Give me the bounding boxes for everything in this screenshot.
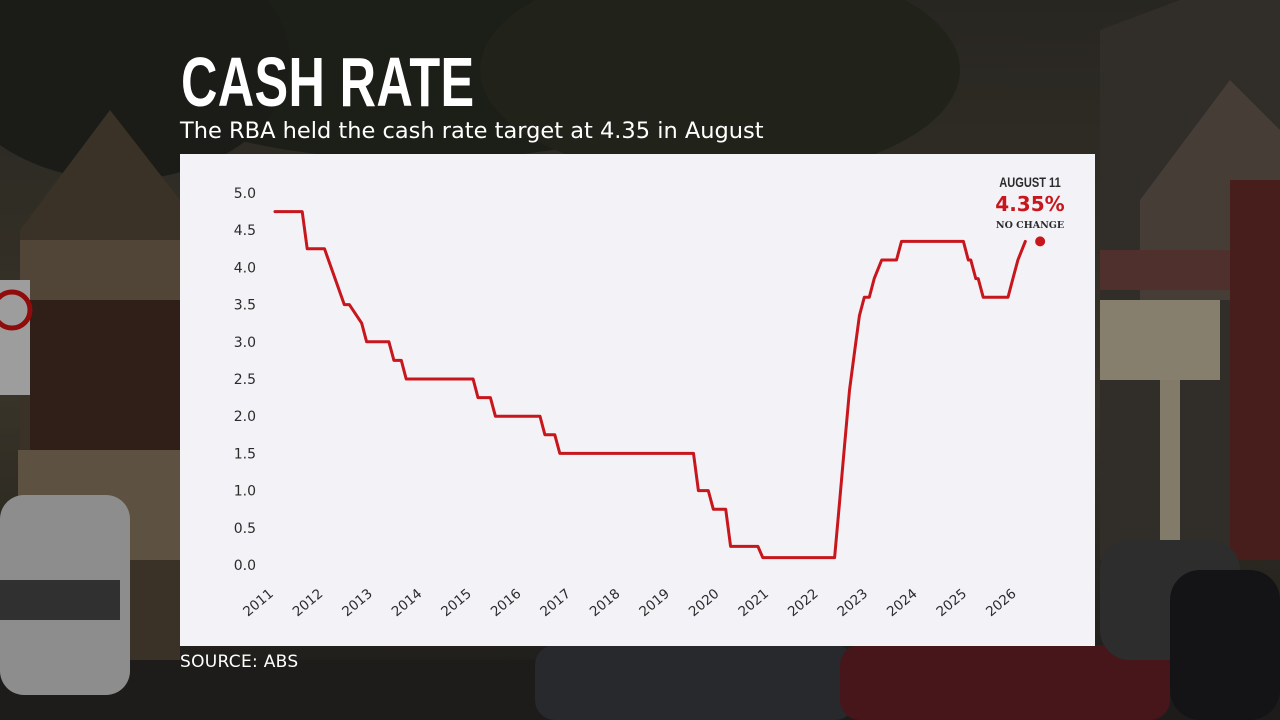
- y-tick-label: 1.0: [234, 484, 256, 500]
- x-tick-label: 2025: [933, 586, 970, 620]
- x-tick-label: 2014: [389, 586, 426, 620]
- x-tick-label: 2017: [537, 586, 574, 620]
- y-tick-label: 0.0: [234, 558, 256, 574]
- x-tick-label: 2015: [438, 586, 475, 620]
- x-tick-label: 2024: [884, 586, 921, 620]
- x-tick-label: 2011: [240, 586, 277, 620]
- x-tick-label: 2022: [785, 586, 822, 620]
- latest-point-marker: [1035, 236, 1046, 247]
- chart-card: 0.0 0.5 1.0 1.5 2.0 2.5 3.0 3.5 4.0 4.5 5.0 2011 20…: [180, 154, 1095, 646]
- x-axis: 2011 2012 2013 2014 2015 2016 2017 2018 2019 2020…: [240, 586, 1019, 620]
- x-tick-label: 2020: [686, 586, 723, 620]
- latest-callout: AUGUST 11 4.35% NO CHANGE: [995, 175, 1064, 231]
- y-axis: 0.0 0.5 1.0 1.5 2.0 2.5 3.0 3.5 4.0 4.5 5.0: [234, 186, 256, 574]
- y-tick-label: 5.0: [234, 186, 256, 202]
- callout-status: NO CHANGE: [996, 220, 1064, 231]
- y-tick-label: 2.5: [234, 372, 256, 388]
- x-tick-label: 2019: [636, 586, 673, 620]
- y-tick-label: 4.5: [234, 223, 256, 239]
- y-tick-label: 3.5: [234, 298, 256, 314]
- y-tick-label: 4.0: [234, 260, 256, 276]
- x-tick-label: 2021: [735, 586, 772, 620]
- y-tick-label: 3.0: [234, 335, 256, 351]
- x-tick-label: 2012: [290, 586, 327, 620]
- page-title: CASH RATE: [181, 43, 475, 121]
- y-tick-label: 1.5: [234, 446, 256, 462]
- x-tick-label: 2023: [834, 586, 871, 620]
- y-tick-label: 2.0: [234, 409, 256, 425]
- x-tick-label: 2018: [587, 586, 624, 620]
- y-tick-label: 0.5: [234, 521, 256, 537]
- callout-value: 4.35%: [995, 192, 1064, 216]
- x-tick-label: 2026: [983, 586, 1020, 620]
- series-group: [273, 210, 1046, 560]
- x-tick-label: 2013: [339, 586, 376, 620]
- series-line: [273, 210, 1027, 560]
- source-note: SOURCE: ABS: [180, 652, 299, 672]
- callout-date: AUGUST 11: [999, 175, 1061, 190]
- x-tick-label: 2016: [488, 586, 525, 620]
- page-subtitle: The RBA held the cash rate target at 4.3…: [180, 118, 764, 144]
- cash-rate-line-chart: 0.00.51.01.52.02.53.03.54.04.55.0 2011 20…: [234, 175, 1065, 620]
